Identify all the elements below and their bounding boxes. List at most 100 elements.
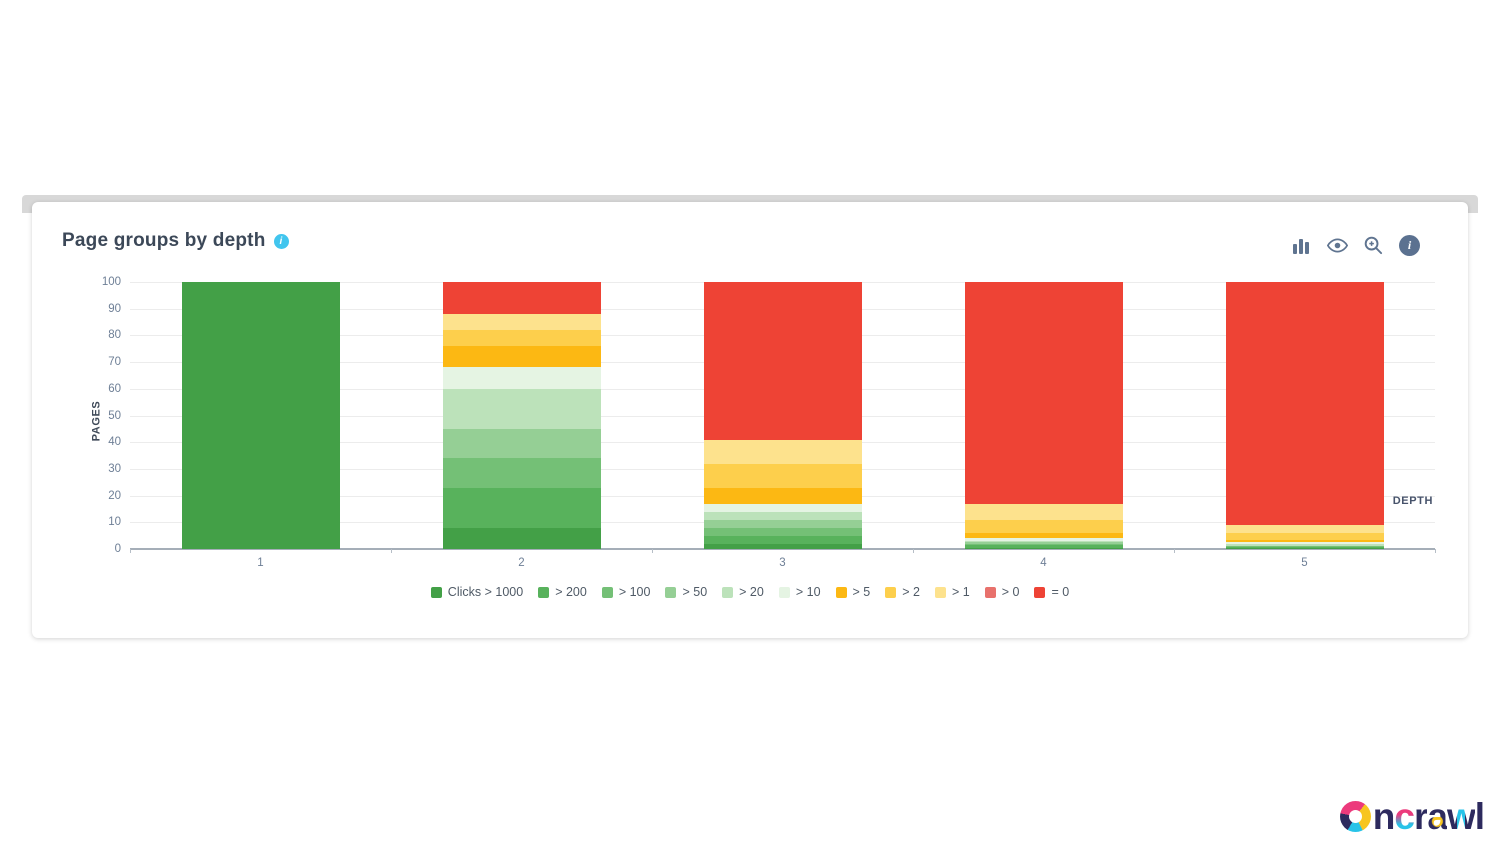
bar-segment[interactable] xyxy=(1225,545,1384,547)
bar-segment[interactable] xyxy=(703,282,862,440)
legend-item[interactable]: > 20 xyxy=(722,585,764,599)
zoom-in-icon[interactable] xyxy=(1363,235,1384,256)
bar-segment[interactable] xyxy=(442,458,601,488)
bar-segment[interactable] xyxy=(703,543,862,549)
bar-segment[interactable] xyxy=(964,545,1123,548)
bar-segment[interactable] xyxy=(181,282,340,549)
legend-item[interactable]: > 200 xyxy=(538,585,587,599)
logo-o-ring-icon xyxy=(1339,801,1371,832)
title-info-icon[interactable]: i xyxy=(273,234,289,249)
bar-segment[interactable] xyxy=(1225,548,1384,549)
bar-segment[interactable] xyxy=(1225,544,1384,546)
category-boundary-tick xyxy=(652,549,653,553)
info-icon[interactable]: i xyxy=(1399,235,1420,256)
x-tick-label: 2 xyxy=(518,557,525,569)
legend-swatch-icon xyxy=(885,586,897,598)
legend-swatch-icon xyxy=(835,586,847,598)
bar-segment[interactable] xyxy=(1225,533,1384,540)
legend-item[interactable]: > 50 xyxy=(665,585,707,599)
bar-segment[interactable] xyxy=(703,487,862,504)
legend-item[interactable]: > 1 xyxy=(935,585,970,599)
category-boundary-tick xyxy=(913,549,914,553)
y-tick-label: 80 xyxy=(108,329,121,342)
bar-segment[interactable] xyxy=(442,487,601,528)
category-boundary-tick xyxy=(130,549,131,553)
bar-segment[interactable] xyxy=(1225,547,1384,549)
bar-segment[interactable] xyxy=(703,511,862,520)
bar-segment[interactable] xyxy=(703,439,862,464)
bar-segment[interactable] xyxy=(964,533,1123,539)
bar-segment[interactable] xyxy=(1225,282,1384,526)
legend-item[interactable]: > 5 xyxy=(835,585,871,599)
bar-segment[interactable] xyxy=(442,388,601,429)
legend-item[interactable]: > 2 xyxy=(885,585,920,599)
bar-segment[interactable] xyxy=(964,538,1123,542)
legend-label: > 1 xyxy=(952,585,970,599)
y-tick-label: 60 xyxy=(108,382,121,395)
x-tick-label: 4 xyxy=(1040,557,1047,569)
legend-label: > 50 xyxy=(682,585,708,599)
x-tick-label: 1 xyxy=(257,557,264,569)
bar-segment[interactable] xyxy=(964,503,1123,520)
bar-segment[interactable] xyxy=(964,547,1123,549)
bar-segment[interactable] xyxy=(442,428,601,459)
legend-swatch-icon xyxy=(935,586,946,598)
bar-segment[interactable] xyxy=(442,527,601,549)
legend-swatch-icon xyxy=(1034,586,1046,598)
bar-segment[interactable] xyxy=(442,282,601,315)
bar-segment[interactable] xyxy=(1225,525,1384,534)
chart-title: Page groups by depth i xyxy=(62,230,289,252)
legend-label: > 0 xyxy=(1001,585,1020,599)
legend-label: > 200 xyxy=(555,585,587,599)
bar-segment[interactable] xyxy=(442,314,601,331)
logo-wordmark: ncrawl xyxy=(1372,796,1485,837)
bar-segment[interactable] xyxy=(964,543,1123,546)
bar-segment[interactable] xyxy=(703,503,862,512)
legend-item[interactable]: = 0 xyxy=(1034,585,1069,599)
legend-item[interactable]: > 0 xyxy=(984,585,1020,599)
legend-label: > 5 xyxy=(852,585,871,599)
legend-swatch-icon xyxy=(984,586,996,598)
bar-segment[interactable] xyxy=(442,330,601,347)
x-axis-label: DEPTH xyxy=(1392,495,1433,507)
bar-segment[interactable] xyxy=(964,282,1123,504)
legend-swatch-icon xyxy=(430,586,442,598)
bar-group-depth-3: 3 xyxy=(652,282,913,569)
legend-label: > 100 xyxy=(618,585,651,599)
bar-segment[interactable] xyxy=(964,519,1123,534)
legend-label: > 2 xyxy=(902,585,920,599)
legend-swatch-icon xyxy=(778,586,790,598)
legend-swatch-icon xyxy=(665,586,677,598)
bar-segment[interactable] xyxy=(703,527,862,536)
bar-group-depth-1: 1 xyxy=(130,282,391,569)
bar-group-depth-4: 4 xyxy=(913,282,1174,569)
y-tick-label: 30 xyxy=(108,462,121,475)
bar-segment[interactable] xyxy=(703,463,862,488)
stacked-bar-depth-3[interactable] xyxy=(703,282,862,549)
stacked-bar-depth-1[interactable] xyxy=(181,282,340,549)
bar-segment[interactable] xyxy=(703,535,862,544)
legend-item[interactable]: Clicks > 1000 xyxy=(430,585,523,599)
bar-chart-icon[interactable] xyxy=(1291,235,1312,256)
stacked-bar-depth-5[interactable] xyxy=(1225,282,1384,549)
legend-label: > 20 xyxy=(739,585,764,599)
bar-segment[interactable] xyxy=(442,346,601,368)
bar-segment[interactable] xyxy=(703,519,862,528)
eye-icon[interactable] xyxy=(1327,235,1348,256)
bar-segment[interactable] xyxy=(1225,539,1384,543)
legend-label: = 0 xyxy=(1051,585,1070,599)
legend-label: > 10 xyxy=(795,585,821,599)
legend-item[interactable]: > 100 xyxy=(601,585,651,599)
stacked-bar-depth-2[interactable] xyxy=(442,282,601,549)
bar-segment[interactable] xyxy=(442,367,601,389)
x-tick-label: 3 xyxy=(779,557,786,569)
y-tick-label: 0 xyxy=(114,543,121,555)
stacked-bar-depth-4[interactable] xyxy=(964,282,1123,549)
bar-segment[interactable] xyxy=(964,541,1123,543)
bar-segment[interactable] xyxy=(964,542,1123,544)
y-tick-label: 70 xyxy=(108,356,121,369)
legend-swatch-icon xyxy=(601,586,613,598)
legend-item[interactable]: > 10 xyxy=(778,585,821,599)
bar-segment[interactable] xyxy=(1225,546,1384,548)
bar-segment[interactable] xyxy=(1225,542,1384,545)
